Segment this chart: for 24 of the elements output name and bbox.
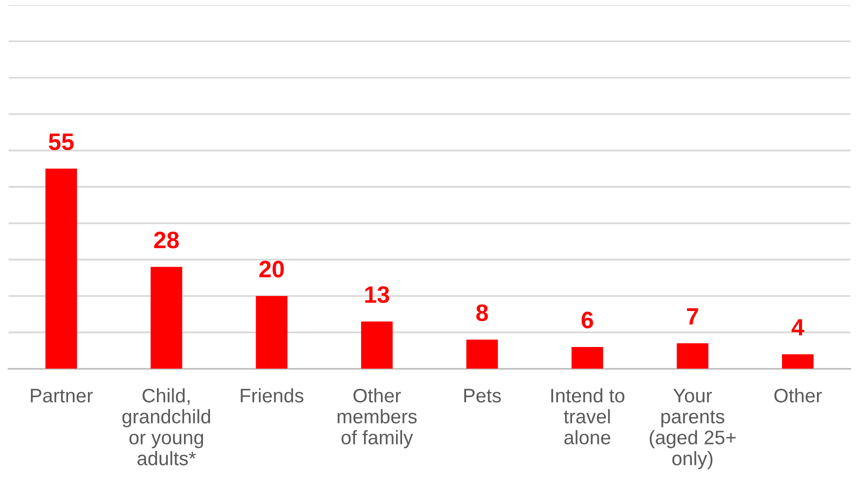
- x-tick-label: Child, grandchild or young adults*: [122, 388, 210, 466]
- data-label: 7: [687, 308, 698, 325]
- bar: [782, 354, 814, 369]
- data-label: 55: [48, 134, 74, 150]
- data-label: 4: [792, 319, 804, 336]
- bar: [150, 266, 182, 369]
- x-tick-label: Other: [774, 388, 822, 402]
- data-label: 13: [365, 286, 390, 303]
- data-label: 8: [476, 304, 488, 322]
- data-label: 20: [259, 260, 284, 278]
- x-tick-label: Pets: [464, 388, 501, 402]
- data-label: 6: [582, 312, 594, 328]
- bar: [45, 168, 77, 369]
- bar: [361, 321, 393, 369]
- bar: [676, 343, 708, 369]
- x-tick-label: Other members of family: [338, 388, 417, 448]
- x-tick-label: Your parents (aged 25+ only): [650, 388, 736, 470]
- data-label: 28: [154, 232, 179, 248]
- bar: [572, 346, 604, 369]
- x-tick-label: Partner: [30, 388, 93, 402]
- bar: [466, 340, 498, 369]
- x-tick-label: Friends: [240, 388, 304, 402]
- bar: [256, 296, 288, 369]
- x-tick-label: Intend to travel alone: [551, 388, 624, 444]
